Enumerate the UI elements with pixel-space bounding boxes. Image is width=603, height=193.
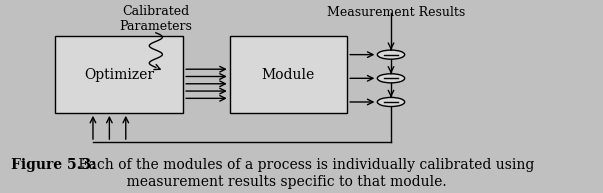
Text: Module: Module: [262, 68, 315, 82]
Circle shape: [377, 74, 405, 83]
Bar: [55, 36, 183, 113]
Text: Calibrated
Parameters: Calibrated Parameters: [119, 5, 192, 33]
Text: Each of the modules of a process is individually calibrated using
            me: Each of the modules of a process is indi…: [74, 158, 534, 189]
Bar: [230, 36, 347, 113]
Circle shape: [377, 97, 405, 107]
Circle shape: [377, 50, 405, 59]
Text: Optimizer: Optimizer: [84, 68, 154, 82]
Text: Measurement Results: Measurement Results: [327, 6, 466, 19]
Text: Figure 5.3:: Figure 5.3:: [11, 158, 96, 172]
